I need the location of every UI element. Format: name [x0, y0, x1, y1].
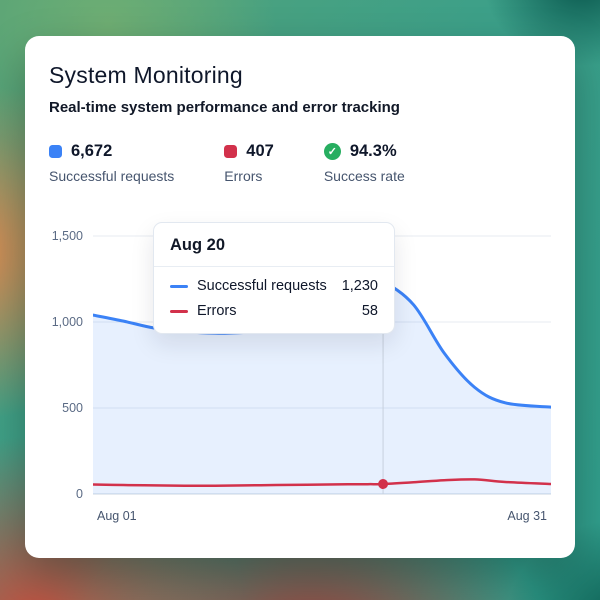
- stat-errors: 407 Errors: [224, 142, 274, 184]
- monitoring-card: System Monitoring Real-time system perfo…: [25, 36, 575, 558]
- page-subtitle: Real-time system performance and error t…: [49, 99, 400, 116]
- y-tick-label: 1,000: [51, 315, 83, 329]
- tooltip-row-successful: Successful requests 1,230: [170, 278, 378, 294]
- stats-row: 6,672 Successful requests 407 Errors ✓ 9…: [49, 142, 551, 184]
- tooltip-row-value: 58: [361, 303, 378, 319]
- stat-value: 6,672: [71, 142, 113, 160]
- stat-label: Errors: [224, 168, 263, 184]
- tooltip-row-value: 1,230: [341, 278, 378, 294]
- y-tick-label: 500: [62, 401, 83, 415]
- chart-tooltip: Aug 20 Successful requests 1,230 Errors …: [153, 222, 395, 334]
- errors-swatch-icon: [224, 145, 238, 158]
- stat-value: 94.3%: [349, 142, 397, 160]
- y-tick-label: 1,500: [51, 229, 83, 243]
- tooltip-row-label: Errors: [197, 303, 237, 319]
- chart-area: 0 500 1,000 1,500 Aug 20 Successful request…: [49, 222, 551, 501]
- x-tick-label-end: Aug 31: [507, 509, 547, 523]
- tooltip-successful-line-icon: [170, 284, 188, 288]
- tooltip-errors-line-icon: [170, 309, 188, 313]
- tooltip-title: Aug 20: [154, 223, 394, 267]
- stat-value: 407: [246, 142, 274, 160]
- successful-requests-swatch-icon: [49, 145, 62, 158]
- stat-success-rate: ✓ 94.3% Success rate: [323, 142, 405, 184]
- stat-label: Success rate: [323, 168, 405, 184]
- x-axis-labels: Aug 01 Aug 31: [93, 500, 551, 523]
- x-tick-label-start: Aug 01: [97, 509, 137, 523]
- tooltip-row-errors: Errors 58: [170, 303, 378, 319]
- stat-label: Successful requests: [49, 168, 175, 184]
- y-axis: 0 500 1,000 1,500: [49, 229, 93, 501]
- tooltip-row-label: Successful requests: [197, 278, 327, 294]
- stat-successful-requests: 6,672 Successful requests: [49, 142, 174, 184]
- page-title: System Monitoring: [49, 62, 243, 88]
- check-circle-icon: ✓: [323, 143, 341, 160]
- y-tick-label: 0: [76, 487, 83, 501]
